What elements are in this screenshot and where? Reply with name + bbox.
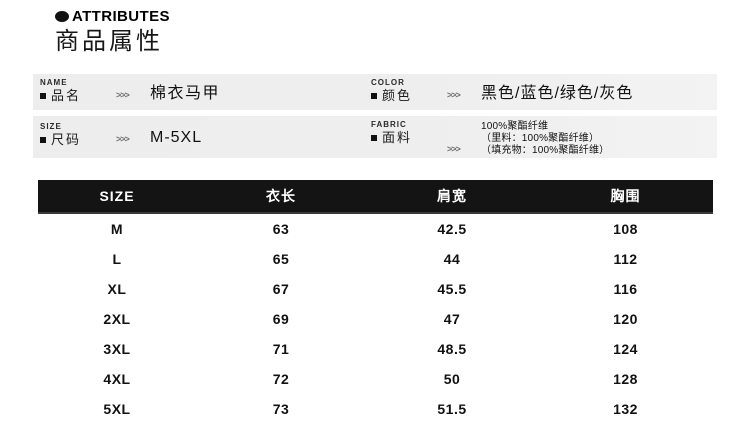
attribute-name-label: NAME 品名 (40, 78, 116, 103)
cell-bust: 124 (613, 341, 638, 357)
attribute-size: SIZE 尺码 >>> M-5XL (40, 122, 202, 147)
cell-size: L (112, 251, 122, 267)
cell-size: M (110, 221, 124, 237)
bullet-square-icon (40, 136, 46, 143)
column-header-size: SIZE (38, 180, 196, 214)
attribute-name-label-en: NAME (40, 78, 68, 87)
cell-bust: 128 (613, 371, 638, 387)
cell-length: 63 (272, 221, 290, 237)
column-header-shoulder: 肩宽 (366, 180, 538, 214)
attribute-color-label: COLOR 颜色 (371, 78, 447, 103)
cell-bust: 108 (613, 221, 638, 237)
bullet-square-icon (371, 92, 377, 99)
attribute-separator-icon: >>> (447, 90, 461, 100)
attribute-name-label-cn: 品名 (51, 88, 82, 103)
attributes-heading: ATTRIBUTES (55, 8, 170, 24)
table-row: 5XL 73 51.5 132 (38, 394, 713, 424)
bullet-square-icon (40, 92, 46, 99)
attribute-size-label: SIZE 尺码 (40, 122, 116, 147)
cell-shoulder: 50 (443, 371, 461, 387)
cell-size: 2XL (103, 311, 131, 327)
filled-circle-icon (55, 10, 69, 22)
attribute-name: NAME 品名 >>> 棉衣马甲 (40, 78, 220, 103)
cell-shoulder: 42.5 (437, 221, 467, 237)
attribute-fabric-value-line-2: （里料：100%聚酯纤维） (481, 133, 600, 144)
attribute-color: COLOR 颜色 >>> 黑色/蓝色/绿色/灰色 (371, 78, 633, 103)
page-header: ATTRIBUTES 商品属性 (55, 8, 170, 57)
attribute-separator-icon: >>> (116, 90, 130, 100)
size-chart-table: SIZE 衣长 肩宽 胸围 M 63 42.5 108 L 65 44 112 XL 67 45.5… (38, 180, 713, 424)
table-row: M 63 42.5 108 (38, 213, 713, 244)
attribute-size-value: M-5XL (150, 129, 203, 146)
attribute-fabric-label-cn: 面料 (382, 130, 413, 145)
cell-shoulder: 51.5 (437, 401, 467, 417)
cell-length: 69 (272, 311, 290, 327)
page-title: 商品属性 (55, 28, 163, 55)
cell-length: 67 (272, 281, 290, 297)
cell-size: 5XL (103, 401, 131, 417)
size-chart-header-row: SIZE 衣长 肩宽 胸围 (38, 180, 713, 214)
attributes-label-en: ATTRIBUTES (72, 7, 170, 25)
table-row: 2XL 69 47 120 (38, 304, 713, 334)
cell-size: 3XL (103, 341, 131, 357)
attribute-name-value: 棉衣马甲 (150, 85, 221, 102)
table-row: XL 67 45.5 116 (38, 274, 713, 304)
table-row: 4XL 72 50 128 (38, 364, 713, 394)
attribute-fabric-value-line-3: （填充物：100%聚酯纤维） (481, 145, 610, 156)
attribute-fabric-label-en: FABRIC (371, 120, 407, 129)
attribute-fabric-value-line-1: 100%聚酯纤维 (481, 121, 549, 132)
attribute-size-label-cn: 尺码 (51, 132, 82, 147)
column-header-bust: 胸围 (538, 180, 713, 214)
table-row: L 65 44 112 (38, 244, 713, 274)
cell-bust: 132 (613, 401, 638, 417)
cell-length: 71 (272, 341, 290, 357)
attribute-size-label-en: SIZE (40, 122, 62, 131)
attribute-separator-icon: >>> (116, 134, 130, 144)
cell-bust: 112 (613, 251, 638, 267)
cell-length: 73 (272, 401, 290, 417)
cell-size: XL (107, 281, 127, 297)
attribute-fabric: FABRIC 面料 >>> 100%聚酯纤维 （里料：100%聚酯纤维） （填充物：… (371, 120, 609, 157)
cell-shoulder: 44 (443, 251, 461, 267)
cell-bust: 116 (613, 281, 638, 297)
cell-shoulder: 45.5 (437, 281, 467, 297)
attribute-color-label-cn: 颜色 (382, 88, 413, 103)
bullet-square-icon (371, 134, 377, 141)
cell-shoulder: 47 (443, 311, 461, 327)
attribute-color-label-en: COLOR (371, 78, 405, 87)
attribute-fabric-label: FABRIC 面料 (371, 120, 447, 145)
cell-bust: 120 (613, 311, 638, 327)
attribute-separator-icon: >>> (447, 144, 461, 154)
attribute-color-value: 黑色/蓝色/绿色/灰色 (481, 85, 634, 102)
attribute-fabric-value: 100%聚酯纤维 （里料：100%聚酯纤维） （填充物：100%聚酯纤维） (481, 120, 609, 157)
cell-length: 72 (272, 371, 290, 387)
attribute-band-row-1 (33, 74, 717, 110)
cell-length: 65 (272, 251, 290, 267)
cell-shoulder: 48.5 (437, 341, 467, 357)
cell-size: 4XL (103, 371, 131, 387)
table-row: 3XL 71 48.5 124 (38, 334, 713, 364)
column-header-length: 衣长 (196, 180, 366, 214)
